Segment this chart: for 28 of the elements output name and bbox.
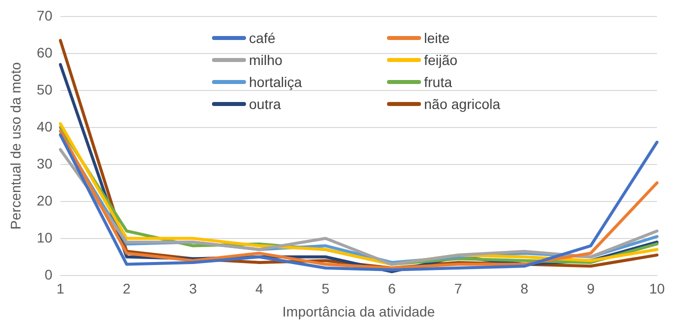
x-tick-label: 7	[454, 280, 462, 297]
y-tick-label: 50	[36, 81, 53, 98]
x-tick-label: 5	[322, 280, 330, 297]
y-tick-label: 40	[36, 118, 53, 134]
legend-label: feijão	[424, 52, 458, 68]
x-tick-label: 9	[586, 280, 595, 297]
y-tick-label: 70	[36, 7, 53, 24]
legend-label: fruta	[424, 74, 452, 90]
x-tick-label: 8	[520, 280, 529, 297]
x-tick-label: 2	[122, 280, 131, 297]
legend-label: não agricola	[424, 96, 500, 112]
y-tick-label: 60	[36, 44, 53, 60]
x-tick-label: 4	[255, 280, 264, 297]
legend-label: café	[249, 30, 276, 46]
y-axis-title: Percentual de uso da moto	[7, 62, 24, 230]
y-tick-label: 20	[36, 192, 53, 208]
x-tick-label: 10	[649, 280, 665, 297]
legend-label: milho	[249, 52, 282, 68]
x-tick-label: 6	[388, 280, 396, 297]
legend-label: hortaliça	[249, 74, 302, 90]
x-tick-label: 1	[56, 280, 64, 297]
x-tick-label: 3	[189, 280, 198, 297]
x-axis-title: Importância da atividade	[282, 303, 436, 320]
legend-label: leite	[424, 30, 450, 46]
y-tick-label: 0	[44, 266, 53, 282]
legend-label: outra	[249, 96, 281, 112]
y-tick-label: 30	[36, 155, 53, 172]
y-tick-label: 10	[36, 229, 53, 246]
